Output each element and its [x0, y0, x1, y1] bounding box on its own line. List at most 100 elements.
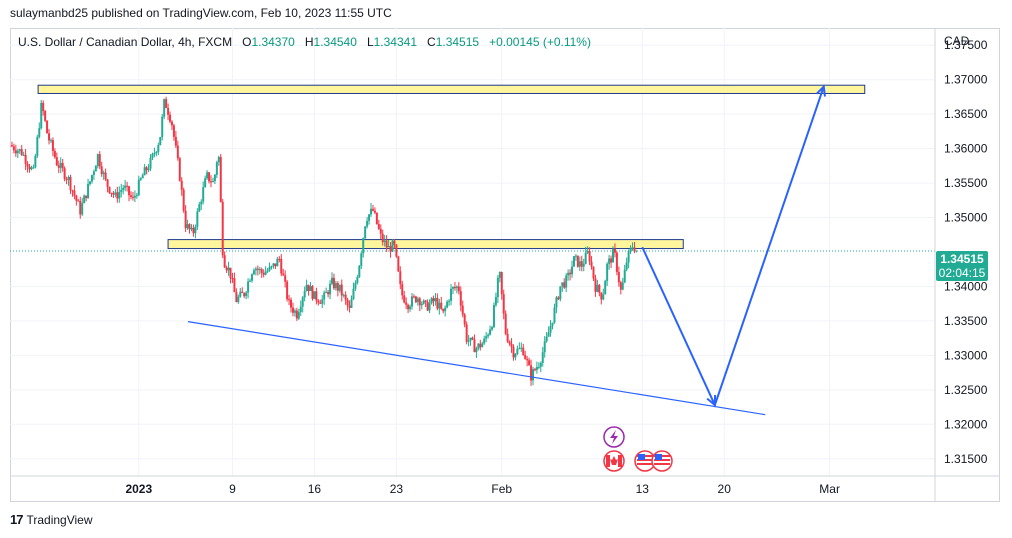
candle-body: [567, 272, 570, 276]
candle-body: [471, 337, 474, 340]
currency-label: CAD: [944, 34, 970, 48]
candle-body: [184, 210, 187, 229]
candle-body: [451, 287, 454, 289]
candle-body: [276, 258, 279, 267]
candle-body: [377, 223, 380, 229]
price-tick-label: 1.33000: [944, 348, 988, 362]
candle-body: [469, 337, 472, 341]
candle-body: [188, 224, 191, 230]
candle-body: [290, 299, 293, 308]
candle-body: [112, 193, 115, 195]
candle-body: [258, 269, 261, 271]
candle-body: [440, 302, 443, 309]
candle-body: [266, 270, 269, 272]
candle-body: [387, 246, 390, 248]
candle-body: [235, 292, 238, 303]
candle-body: [293, 310, 296, 313]
candle-body: [535, 367, 538, 370]
candle-body: [139, 178, 142, 180]
candle-body: [114, 192, 117, 195]
candle-body: [233, 278, 236, 293]
candle-body: [389, 246, 392, 252]
candle-body: [229, 267, 232, 279]
candle-body: [383, 240, 386, 243]
candle-body: [467, 340, 470, 342]
candle-body: [278, 258, 281, 260]
candle-body: [551, 322, 554, 326]
candle-body: [360, 253, 363, 266]
candle-body: [44, 110, 47, 121]
candle-layer: [10, 96, 638, 386]
candle-body: [165, 99, 168, 109]
candle-body: [547, 332, 550, 337]
time-tick-label: 16: [308, 482, 322, 496]
candle-body: [533, 369, 536, 371]
us-flag-icon[interactable]: [651, 450, 673, 472]
candle-body: [491, 327, 494, 330]
candle-body: [627, 250, 630, 263]
candle-body: [368, 214, 371, 221]
lightning-event-icon[interactable]: [603, 426, 625, 448]
candle-body: [366, 220, 369, 227]
candle-body: [475, 348, 478, 353]
last-price-value: 1.34515: [940, 252, 984, 266]
candle-body: [141, 175, 144, 179]
candle-body: [481, 343, 484, 348]
candle-body: [356, 277, 359, 283]
candle-body: [18, 149, 21, 151]
candle-body: [448, 300, 451, 302]
candle-body: [122, 187, 125, 190]
axis-layer: 1.37500 1.37000 1.36500 1.36000 1.35500 1.350…: [125, 38, 987, 496]
candle-body: [100, 166, 103, 175]
candle-body: [537, 366, 540, 368]
candle-body: [59, 162, 62, 168]
candle-body: [51, 140, 54, 151]
candle-body: [395, 244, 398, 257]
canada-flag-icon[interactable]: [603, 450, 625, 472]
candle-body: [305, 284, 308, 292]
candle-body: [608, 258, 611, 264]
candle-body: [20, 149, 23, 155]
candle-body: [578, 261, 581, 267]
time-tick-label: 9: [229, 482, 236, 496]
candle-body: [90, 175, 93, 182]
candle-body: [83, 195, 86, 204]
projection-arrowhead: [816, 84, 826, 97]
candle-body: [282, 273, 285, 276]
candle-body: [516, 348, 519, 354]
candle-body: [582, 263, 585, 267]
candle-body: [94, 165, 97, 172]
candle-body: [85, 195, 88, 199]
candle-body: [379, 228, 382, 234]
candle-body: [323, 292, 326, 300]
candle-body: [506, 333, 509, 342]
candle-body: [10, 145, 13, 147]
tradingview-logo[interactable]: 17 TradingView: [10, 512, 93, 527]
candle-body: [92, 171, 95, 176]
price-tick-label: 1.31500: [944, 452, 988, 466]
candle-body: [553, 307, 556, 323]
candle-body: [26, 163, 29, 167]
candle-body: [124, 185, 127, 188]
candle-body: [87, 184, 90, 199]
candle-body: [461, 305, 464, 315]
candle-body: [633, 247, 636, 252]
candle-body: [586, 250, 589, 253]
candle-body: [399, 271, 402, 285]
candle-body: [559, 286, 562, 300]
candle-body: [225, 267, 228, 271]
grid-layer: [10, 28, 935, 476]
candle-body: [424, 300, 427, 302]
price-tick-label: 1.33500: [944, 314, 988, 328]
candle-body: [137, 179, 140, 196]
candle-body: [198, 204, 201, 212]
candle-body: [510, 343, 513, 347]
candle-body: [405, 302, 408, 305]
candle-body: [327, 291, 330, 295]
candle-body: [604, 280, 607, 295]
candle-body: [213, 174, 216, 182]
candle-body: [178, 158, 181, 181]
candle-body: [325, 291, 328, 293]
candle-body: [48, 133, 51, 141]
